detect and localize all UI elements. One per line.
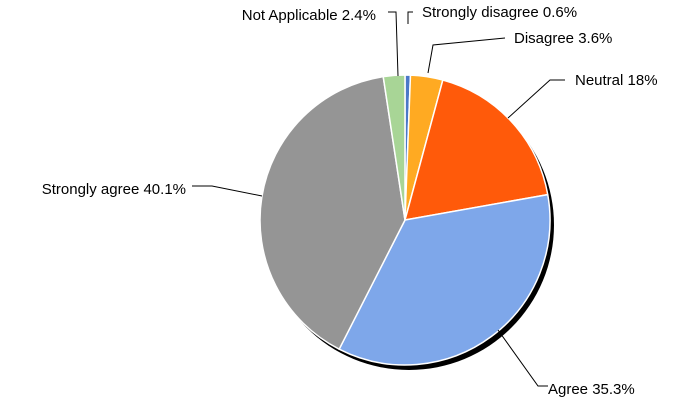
- leader-line-not-applicable: [388, 11, 399, 77]
- leader-line-strongly-agree: [192, 185, 263, 197]
- pie-slices: [259, 74, 551, 366]
- leader-lines: [192, 11, 565, 387]
- data-label-agree: Agree 35.3%: [548, 381, 635, 398]
- pie-slice-not-applicable: [382, 74, 406, 221]
- data-label-not-applicable: Not Applicable 2.4%: [242, 7, 376, 24]
- pie-slice-agree: [338, 193, 551, 366]
- leader-line-strongly-disagree: [407, 11, 413, 24]
- data-labels: Strongly disagree 0.6% Disagree 3.6% Neutr…: [42, 4, 658, 398]
- leader-line-neutral: [507, 79, 565, 119]
- data-label-neutral: Neutral 18%: [575, 72, 658, 89]
- data-label-strongly-agree: Strongly agree 40.1%: [42, 181, 186, 198]
- pie-slice-neutral: [404, 79, 549, 221]
- leader-line-agree: [497, 329, 548, 387]
- data-label-disagree: Disagree 3.6%: [514, 30, 612, 47]
- pie-slice-strongly-agree: [259, 75, 406, 350]
- data-label-strongly-disagree: Strongly disagree 0.6%: [422, 4, 577, 21]
- leader-line-disagree: [427, 37, 506, 74]
